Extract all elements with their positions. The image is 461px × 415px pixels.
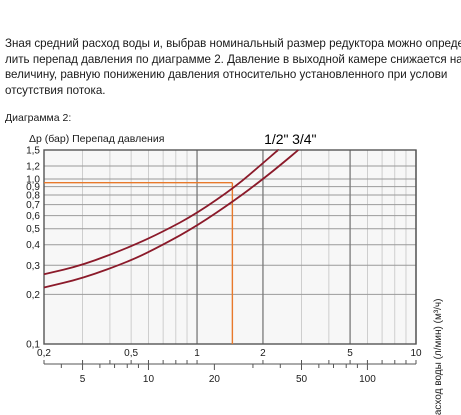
x-tick-label-m3h: 0,5 [124,348,138,359]
x-tick-label-m3h: 0,2 [37,348,51,359]
y-tick-label: 1,5 [26,146,40,157]
y-tick-label: 0,8 [26,191,40,202]
x-tick-label-lmin: 5 [80,374,86,385]
y-tick-label: 0,1 [26,340,40,351]
series-label: 1/2" [264,131,288,147]
y-axis-label: Δp (бар) Перепад давления [29,133,164,145]
paragraph-line: лить перепад давления по диаграмме 2. Да… [5,52,461,66]
series-label: 3/4" [292,131,316,147]
x-axis-label: Расход воды (л/мин) (м³/ч) [433,299,444,415]
y-tick-label: 1,0 [26,175,40,186]
y-tick-label: 0,7 [26,200,40,211]
y-tick-label: 0,6 [26,211,40,222]
x-tick-label-m3h: 1 [194,348,200,359]
y-tick-label: 0,5 [26,224,40,235]
y-tick-label: 0,3 [26,261,40,272]
plot-frame [43,149,417,345]
y-tick-label: 0,2 [26,290,40,301]
x-tick-label-m3h: 2 [260,348,266,359]
paragraph-line: Зная средний расход воды и, выбрав номин… [5,37,461,50]
y-tick-label: 0,4 [26,240,40,251]
x-tick-label-m3h: 5 [347,348,353,359]
y-tick-label: 1,2 [26,161,40,172]
y-tick-label: 0,9 [26,182,40,193]
diagram-label: Диаграмма 2: [5,112,72,124]
x-tick-label-lmin: 20 [209,374,221,385]
intro-paragraph: Зная средний расход воды и, выбрав номин… [5,36,461,98]
series-line-half-inch [43,149,280,276]
x-tick-label-lmin: 100 [359,374,376,385]
paragraph-line: отсутствия потока. [5,83,106,97]
x-tick-label-m3h: 10 [410,348,422,359]
series-line-three-quarter-inch [43,149,299,289]
paragraph-line: величину, равную понижению давления отно… [5,68,448,81]
x-tick-label-lmin: 10 [143,374,155,385]
x-tick-label-lmin: 50 [296,374,308,385]
